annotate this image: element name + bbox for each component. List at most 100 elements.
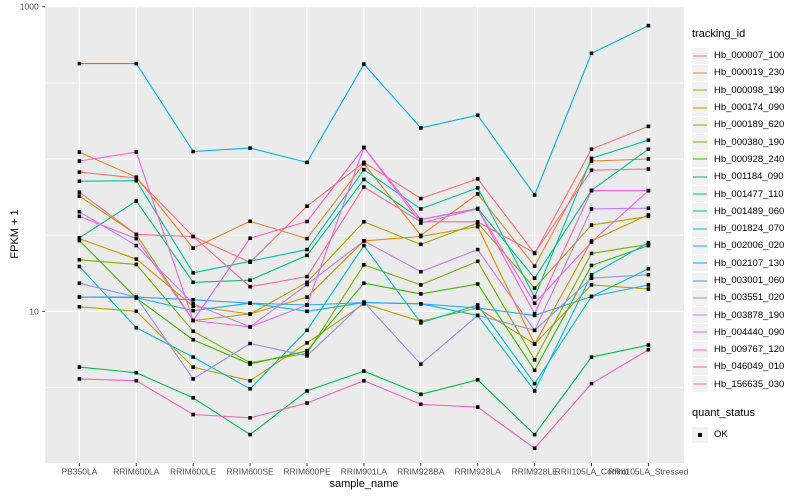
data-point — [134, 325, 139, 330]
data-point — [77, 190, 82, 194]
data-point — [305, 160, 309, 165]
legend-entry-label: Hb_046049_010 — [714, 361, 785, 373]
data-point — [77, 365, 82, 369]
data-point — [589, 240, 594, 244]
data-point — [77, 264, 82, 269]
y-tick-label: 1000 — [20, 2, 39, 12]
data-point — [362, 300, 366, 304]
data-point — [305, 341, 309, 345]
legend-entry-label: Hb_002006_020 — [714, 240, 785, 252]
data-point — [589, 207, 594, 211]
data-point — [362, 239, 366, 243]
legend-entry-label: Hb_000189_620 — [714, 119, 785, 131]
data-point — [589, 276, 594, 280]
legend-key-swatch — [692, 47, 708, 64]
data-point — [475, 186, 480, 190]
data-point — [77, 295, 82, 299]
legend-key-line — [693, 262, 707, 264]
data-point — [77, 170, 82, 174]
data-point — [532, 295, 537, 299]
legend-entry-label: Hb_000380_190 — [714, 136, 785, 148]
legend-key-line — [693, 228, 707, 230]
x-tick-label: RRII105LA_Control — [555, 467, 629, 477]
legend-key-line — [693, 141, 707, 143]
data-point — [362, 263, 366, 267]
data-point — [589, 223, 594, 227]
data-point — [475, 313, 480, 318]
legend-entry-label: Hb_002107_130 — [714, 257, 785, 269]
data-point — [532, 311, 537, 316]
y-axis-title: FPKM + 1 — [9, 209, 21, 259]
data-point — [77, 214, 82, 219]
data-point — [305, 351, 309, 356]
data-point — [77, 281, 82, 285]
data-point — [248, 236, 252, 240]
legend-key-swatch — [692, 426, 708, 443]
legend-status-entries: OK — [692, 426, 798, 443]
legend-entry-label: Hb_000174_090 — [714, 102, 785, 114]
data-point — [191, 355, 195, 359]
data-point — [475, 259, 480, 264]
data-point — [646, 23, 651, 28]
data-point — [532, 358, 537, 362]
data-point — [191, 412, 195, 417]
x-axis-title: sample_name — [329, 478, 399, 490]
legend-key-swatch — [692, 358, 708, 375]
data-point — [589, 159, 594, 163]
x-tick-label: RRIM928LA — [455, 467, 502, 477]
data-point — [646, 206, 651, 210]
legend-key-swatch — [692, 341, 708, 358]
data-point — [475, 224, 480, 229]
data-point — [589, 283, 594, 287]
legend-key-swatch — [692, 134, 708, 151]
data-point — [646, 267, 651, 271]
legend-key-line — [693, 176, 707, 178]
data-point — [248, 312, 252, 316]
data-point — [248, 284, 252, 289]
data-point — [362, 185, 366, 189]
data-point — [589, 188, 594, 193]
legend-entry-label: Hb_009767_120 — [714, 344, 785, 356]
data-point — [419, 283, 423, 287]
x-tick-label: RRII105LA_Stressed — [608, 467, 688, 477]
legend-key-line — [693, 314, 707, 316]
legend-key-swatch — [692, 203, 708, 220]
data-point — [77, 305, 82, 309]
data-point — [475, 405, 480, 409]
legend-key-line — [693, 89, 707, 91]
data-point — [532, 446, 537, 451]
x-tick-label: RRIM928BA — [397, 467, 445, 477]
data-point — [134, 378, 139, 383]
data-point — [248, 219, 252, 224]
data-point — [646, 188, 651, 193]
legend-entry-label: Hb_001184_090 — [714, 171, 784, 183]
data-point — [646, 347, 651, 352]
data-point — [134, 262, 139, 267]
legend-entry-label: Hb_000019_230 — [714, 67, 785, 79]
legend-entry-label: Hb_003878_190 — [714, 309, 785, 321]
data-point — [646, 240, 651, 245]
legend-entry-Hb_003551_020: Hb_003551_020 — [692, 289, 798, 306]
data-point — [77, 236, 82, 240]
data-point — [191, 246, 195, 250]
data-point — [362, 167, 366, 172]
data-point — [248, 259, 252, 264]
data-point — [305, 354, 309, 358]
data-point — [419, 302, 423, 306]
legend-entry-Hb_000380_190: Hb_000380_190 — [692, 133, 798, 151]
data-point — [305, 303, 309, 307]
legend-key-swatch — [692, 220, 708, 237]
data-point — [191, 280, 195, 285]
legend-key-line — [693, 245, 707, 247]
data-point — [475, 113, 480, 117]
data-point — [589, 272, 594, 277]
legend-entry-Hb_002107_130: Hb_002107_130 — [692, 255, 798, 272]
legend-entry-Hb_003001_060: Hb_003001_060 — [692, 272, 798, 289]
legend-entry-Hb_000019_230: Hb_000019_230 — [692, 64, 798, 81]
data-point — [305, 204, 309, 208]
data-point — [248, 301, 252, 305]
data-point — [191, 365, 195, 369]
legend-key-swatch — [692, 237, 708, 254]
legend-key-line — [693, 349, 707, 351]
